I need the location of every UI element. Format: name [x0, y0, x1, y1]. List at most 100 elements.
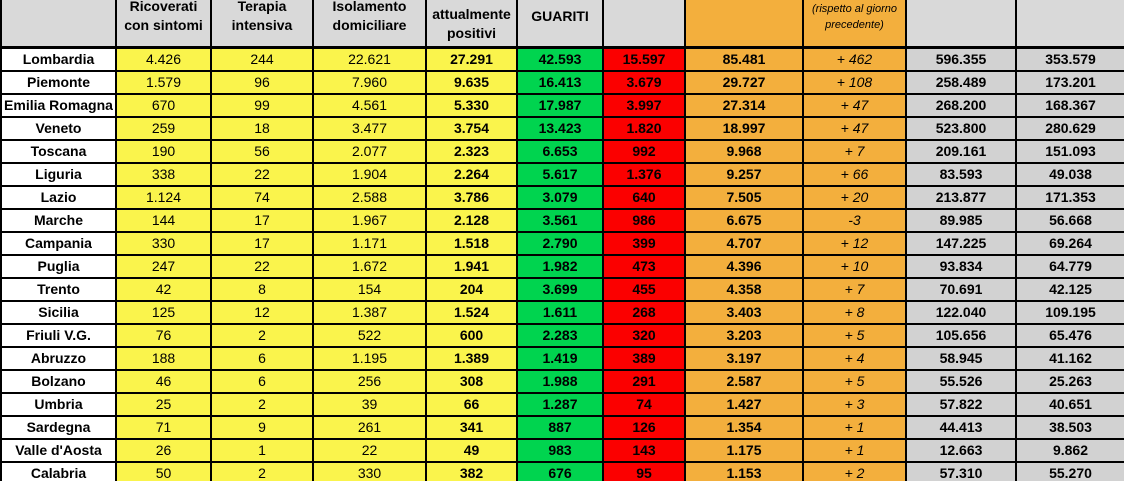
cell-casi-totali: 3.403 [684, 299, 804, 325]
cell-isolamento: 3.477 [312, 115, 427, 141]
region-name: Trento [0, 276, 117, 302]
cell-tamponi: 89.985 [905, 207, 1017, 233]
column-header-positivi-line: positivi [446, 25, 496, 41]
cell-casi-totali: 4.396 [684, 253, 804, 279]
cell-isolamento: 22.621 [312, 46, 427, 72]
cell-tamponi: 596.355 [905, 46, 1017, 72]
cell-tamponi: 122.040 [905, 299, 1017, 325]
column-header-isolamento-line: Isolamento [332, 0, 407, 14]
cell-casi-totali: 7.505 [684, 184, 804, 210]
cell-tamponi: 213.877 [905, 184, 1017, 210]
cell-positivi: 9.635 [425, 69, 518, 95]
cell-ricoverati: 188 [115, 345, 212, 371]
cell-deceduti: 143 [602, 437, 686, 463]
cell-ricoverati: 1.579 [115, 69, 212, 95]
cell-isolamento: 1.171 [312, 230, 427, 256]
cell-casi-testati: 56.668 [1015, 207, 1124, 233]
cell-deceduti: 320 [602, 322, 686, 348]
cell-casi-totali: 1.354 [684, 414, 804, 440]
cell-casi-testati: 49.038 [1015, 161, 1124, 187]
cell-positivi: 204 [425, 276, 518, 302]
cell-casi-totali: 1.175 [684, 437, 804, 463]
cell-isolamento: 7.960 [312, 69, 427, 95]
cell-terapia: 2 [210, 391, 314, 417]
cell-deceduti: 15.597 [602, 46, 686, 72]
cell-casi-totali: 3.197 [684, 345, 804, 371]
region-name: Sardegna [0, 414, 117, 440]
region-name: Emilia Romagna [0, 92, 117, 118]
cell-deceduti: 473 [602, 253, 686, 279]
cell-casi-testati: 171.353 [1015, 184, 1124, 210]
cell-deceduti: 992 [602, 138, 686, 164]
cell-guariti: 17.987 [516, 92, 604, 118]
table-row: Emilia Romagna 670 99 4.561 5.330 17.987 3.997… [0, 92, 1124, 118]
table-row: Liguria 338 22 1.904 2.264 5.617 1.376 9.257 + 6… [0, 161, 1124, 187]
cell-casi-totali: 18.997 [684, 115, 804, 141]
table-row: Abruzzo 188 6 1.195 1.389 1.419 389 3.197 + 4 58.… [0, 345, 1124, 371]
cell-ricoverati: 50 [115, 460, 212, 481]
cell-ricoverati: 259 [115, 115, 212, 141]
cell-isolamento: 330 [312, 460, 427, 481]
region-name: Marche [0, 207, 117, 233]
region-name: Liguria [0, 161, 117, 187]
column-header-casi-testati [1015, 0, 1124, 49]
column-header-positivi: attualmente positivi [425, 0, 518, 49]
cell-tamponi: 268.200 [905, 92, 1017, 118]
cell-incremento: + 108 [802, 69, 907, 95]
cell-isolamento: 22 [312, 437, 427, 463]
region-name: Bolzano [0, 368, 117, 394]
cell-isolamento: 2.077 [312, 138, 427, 164]
cell-positivi: 66 [425, 391, 518, 417]
region-name: Umbria [0, 391, 117, 417]
cell-guariti: 983 [516, 437, 604, 463]
column-header-terapia: Terapia intensiva [210, 0, 314, 49]
cell-tamponi: 105.656 [905, 322, 1017, 348]
cell-guariti: 1.419 [516, 345, 604, 371]
cell-terapia: 17 [210, 230, 314, 256]
cell-terapia: 8 [210, 276, 314, 302]
table-row: Trento 42 8 154 204 3.699 455 4.358 + 7 70.691 42.… [0, 276, 1124, 302]
cell-terapia: 1 [210, 437, 314, 463]
cell-deceduti: 399 [602, 230, 686, 256]
cell-ricoverati: 46 [115, 368, 212, 394]
cell-incremento: + 8 [802, 299, 907, 325]
cell-ricoverati: 42 [115, 276, 212, 302]
cell-terapia: 244 [210, 46, 314, 72]
cell-casi-testati: 353.579 [1015, 46, 1124, 72]
cell-guariti: 676 [516, 460, 604, 481]
cell-ricoverati: 71 [115, 414, 212, 440]
cell-isolamento: 256 [312, 368, 427, 394]
cell-incremento: + 47 [802, 92, 907, 118]
cell-positivi: 3.754 [425, 115, 518, 141]
cell-incremento: + 7 [802, 138, 907, 164]
cell-deceduti: 640 [602, 184, 686, 210]
cell-tamponi: 258.489 [905, 69, 1017, 95]
region-name: Piemonte [0, 69, 117, 95]
cell-isolamento: 2.588 [312, 184, 427, 210]
cell-positivi: 341 [425, 414, 518, 440]
cell-deceduti: 389 [602, 345, 686, 371]
cell-isolamento: 4.561 [312, 92, 427, 118]
cell-tamponi: 70.691 [905, 276, 1017, 302]
cell-ricoverati: 25 [115, 391, 212, 417]
cell-guariti: 3.079 [516, 184, 604, 210]
region-name: Campania [0, 230, 117, 256]
column-header-deceduti [602, 0, 686, 49]
cell-guariti: 42.593 [516, 46, 604, 72]
cell-tamponi: 44.413 [905, 414, 1017, 440]
cell-positivi: 49 [425, 437, 518, 463]
region-name: Veneto [0, 115, 117, 141]
table-row: Lombardia 4.426 244 22.621 27.291 42.593 15.59… [0, 46, 1124, 72]
cell-ricoverati: 1.124 [115, 184, 212, 210]
cell-positivi: 27.291 [425, 46, 518, 72]
cell-positivi: 2.264 [425, 161, 518, 187]
cell-positivi: 1.518 [425, 230, 518, 256]
cell-casi-totali: 1.427 [684, 391, 804, 417]
cell-deceduti: 291 [602, 368, 686, 394]
cell-terapia: 2 [210, 322, 314, 348]
cell-terapia: 17 [210, 207, 314, 233]
table-row: Piemonte 1.579 96 7.960 9.635 16.413 3.679 29.7… [0, 69, 1124, 95]
cell-terapia: 99 [210, 92, 314, 118]
column-header-incremento: (rispetto al giorno precedente) [802, 0, 907, 49]
cell-casi-totali: 6.675 [684, 207, 804, 233]
